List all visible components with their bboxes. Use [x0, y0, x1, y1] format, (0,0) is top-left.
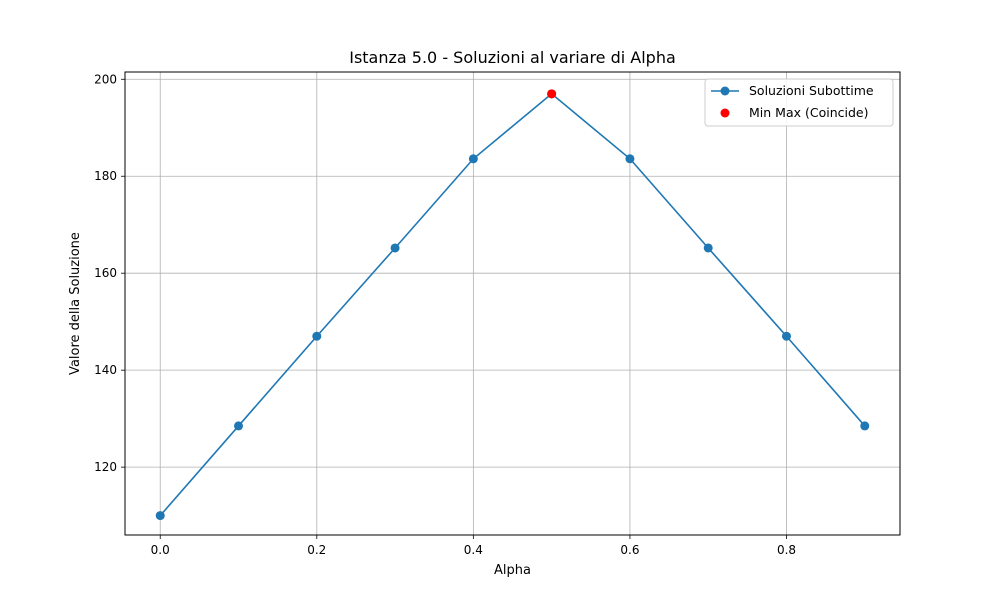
data-point-soluzioni — [468, 154, 478, 164]
x-tick-label: 0.2 — [307, 543, 326, 557]
chart-title: Istanza 5.0 - Soluzioni al variare di Al… — [349, 48, 676, 67]
y-axis-label: Valore della Soluzione — [68, 232, 83, 375]
data-point-soluzioni — [703, 243, 713, 253]
x-tick-label: 0.4 — [464, 543, 483, 557]
data-point-soluzioni — [781, 331, 791, 341]
y-tick-label: 180 — [94, 169, 117, 183]
y-tick-label: 140 — [94, 363, 117, 377]
legend-label-soluzioni: Soluzioni Subottime — [749, 83, 874, 98]
data-point-soluzioni — [625, 154, 635, 164]
legend-marker-soluzioni — [720, 86, 730, 96]
y-tick-label: 120 — [94, 460, 117, 474]
y-tick-label: 160 — [94, 266, 117, 280]
data-point-soluzioni — [155, 511, 165, 521]
x-axis-label: Alpha — [494, 563, 531, 578]
legend-marker-minmax — [720, 108, 730, 118]
data-point-soluzioni — [860, 421, 870, 431]
legend-label-minmax: Min Max (Coincide) — [749, 105, 868, 120]
legend: Soluzioni Subottime Min Max (Coincide) — [704, 78, 894, 127]
data-point-minmax — [547, 89, 557, 99]
y-tick-label: 200 — [94, 72, 117, 86]
data-point-soluzioni — [234, 421, 244, 431]
x-tick-label: 0.6 — [620, 543, 639, 557]
data-point-soluzioni — [390, 243, 400, 253]
series-layer — [155, 89, 870, 521]
x-tick-label: 0.0 — [151, 543, 170, 557]
data-point-soluzioni — [312, 331, 322, 341]
x-tick-label: 0.8 — [777, 543, 796, 557]
ticks-layer: 0.0 0.2 0.4 0.6 0.8 120 140 160 180 200 — [94, 72, 796, 557]
plot-frame — [124, 71, 901, 536]
legend-box — [704, 78, 894, 127]
series-line-soluzioni — [159, 92, 866, 517]
